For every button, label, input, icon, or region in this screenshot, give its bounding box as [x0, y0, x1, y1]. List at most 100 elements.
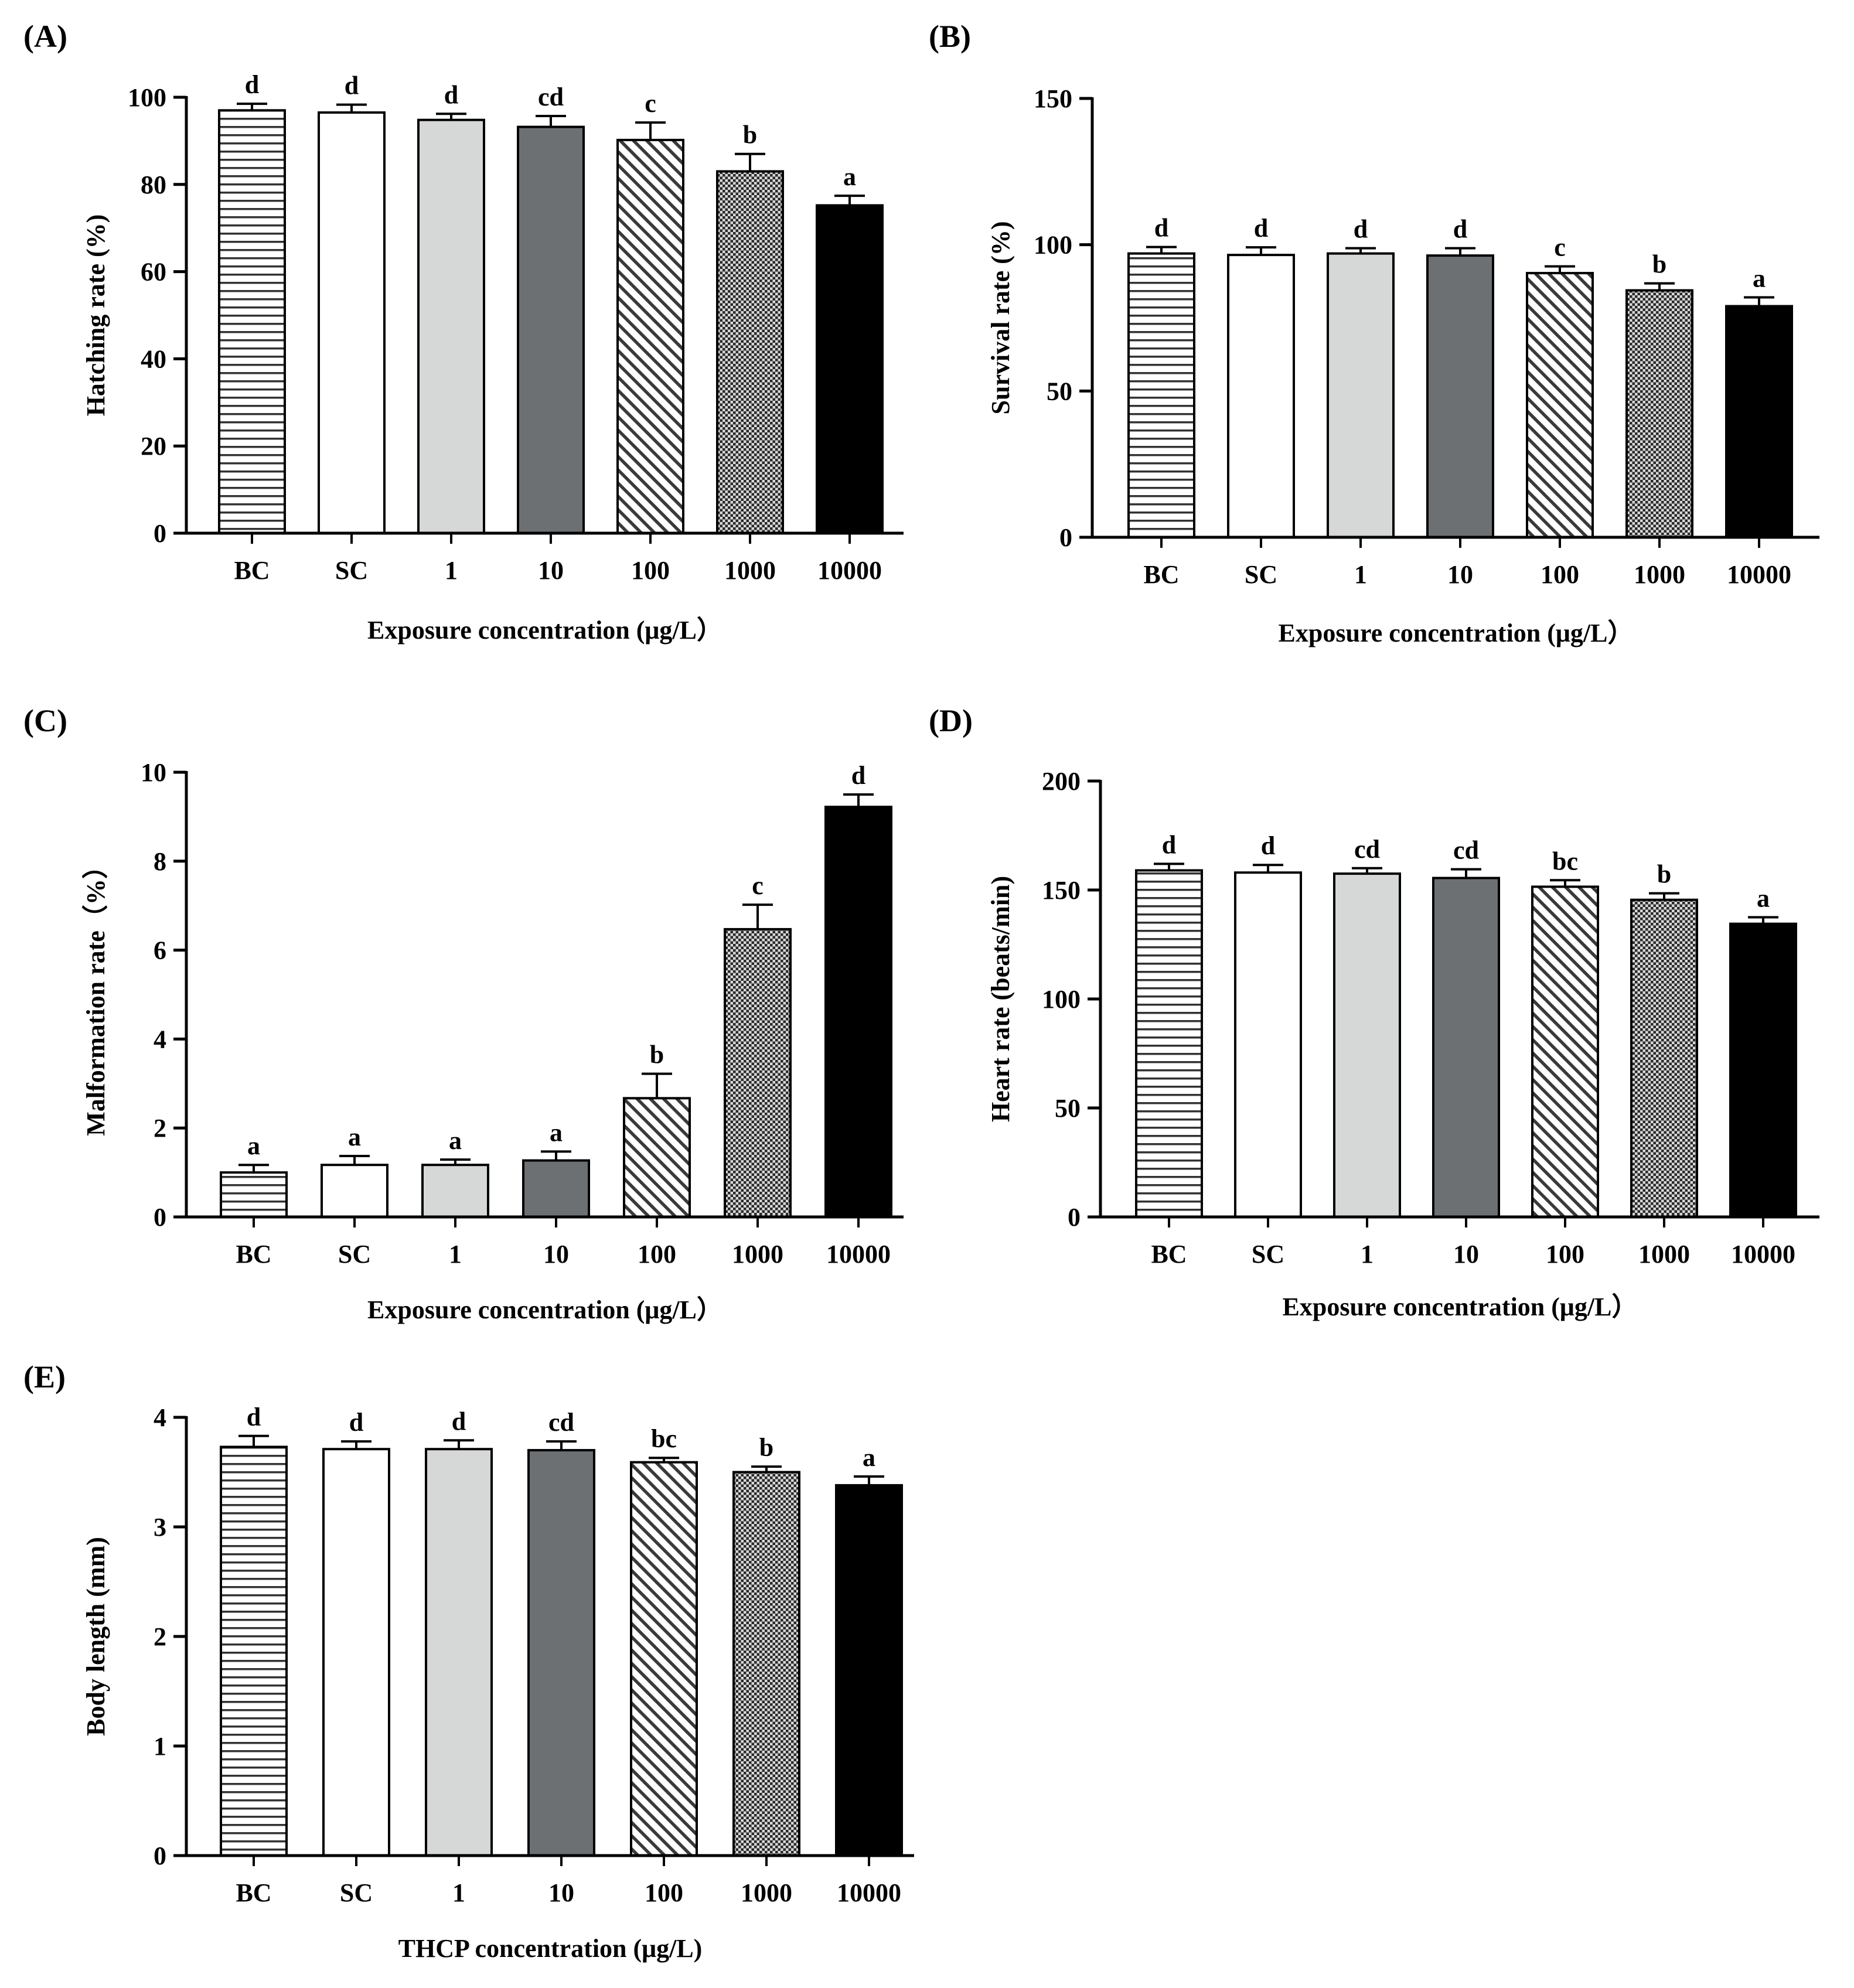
significance-label: cd [538, 83, 564, 111]
y-tick-label: 3 [154, 1513, 166, 1542]
y-tick-label: 150 [1042, 876, 1081, 905]
bar [732, 1471, 800, 1857]
x-tick-label: 100 [631, 556, 670, 585]
bar [321, 1164, 388, 1219]
panel-2: (C) a BC a SC a 1 a 10 b 100 c 1000 d 10000 0 2 4 6 8 10 Malf… [23, 703, 904, 1324]
significance-label: d [1354, 215, 1368, 244]
x-axis-title: Exposure concentration (μg/L） [367, 1295, 722, 1324]
x-tick-label: 1 [1354, 560, 1367, 589]
x-tick-label: SC [1245, 560, 1277, 589]
significance-label: d [1254, 214, 1268, 243]
bar [517, 125, 585, 535]
y-tick-label: 200 [1042, 767, 1081, 796]
y-tick-label: 4 [154, 1025, 166, 1053]
x-tick-label: 1000 [741, 1878, 792, 1907]
bar [1432, 877, 1500, 1219]
bar [220, 1171, 288, 1218]
bar [1531, 885, 1599, 1219]
significance-label: d [1162, 830, 1176, 859]
x-tick-label: SC [335, 556, 368, 585]
bar [218, 109, 286, 534]
bar [1630, 898, 1698, 1218]
x-axis-title: Exposure concentration (μg/L） [1279, 619, 1634, 647]
bar [824, 806, 892, 1218]
significance-label: d [444, 80, 458, 109]
panel-1: (B) d BC d SC d 1 d 10 c 100 b 1000 a 10000 0 50 100 150 Su… [929, 19, 1819, 647]
x-tick-label: 10 [1453, 1240, 1479, 1268]
y-tick-label: 100 [1034, 231, 1072, 260]
significance-label: b [1657, 860, 1671, 889]
y-tick-label: 1 [154, 1732, 166, 1761]
significance-label: d [1154, 214, 1168, 243]
x-tick-label: 1000 [724, 556, 776, 585]
bar [1227, 254, 1295, 538]
bar [724, 927, 792, 1218]
y-tick-label: 0 [154, 519, 166, 548]
bar [716, 170, 784, 535]
x-tick-label: 1 [1361, 1240, 1374, 1268]
significance-label: d [349, 1408, 363, 1437]
x-tick-label: SC [340, 1878, 373, 1907]
significance-label: d [245, 70, 259, 99]
significance-label: d [452, 1407, 466, 1435]
x-tick-label: 100 [645, 1878, 683, 1907]
y-axis-title: Malformation rate（%） [81, 853, 110, 1136]
x-tick-label: 10 [543, 1240, 569, 1268]
significance-label: c [1554, 233, 1566, 262]
y-tick-label: 100 [128, 83, 166, 112]
bar [1127, 252, 1195, 538]
y-tick-label: 50 [1047, 377, 1072, 405]
bar [527, 1449, 595, 1857]
x-tick-label: BC [234, 556, 270, 585]
y-axis-title: Hatching rate (%) [81, 214, 110, 417]
y-tick-label: 10 [141, 758, 166, 787]
significance-label: c [645, 89, 656, 118]
bar [1729, 922, 1797, 1219]
panel-0: (A) d BC d SC d 1 cd 10 c 100 b 1000 a 10000 0 20 40 60 80 1… [23, 19, 904, 645]
x-tick-label: BC [1143, 560, 1179, 589]
significance-label: cd [1453, 836, 1479, 865]
bar [1625, 289, 1693, 538]
panel-letter: (B) [929, 19, 971, 54]
bar [1526, 272, 1594, 538]
y-tick-label: 60 [141, 258, 166, 287]
y-tick-label: 2 [154, 1622, 166, 1651]
y-tick-label: 0 [1068, 1203, 1081, 1232]
y-tick-label: 40 [141, 345, 166, 373]
bar [630, 1461, 698, 1857]
bar [1333, 872, 1401, 1218]
bar [417, 118, 485, 535]
y-tick-label: 0 [154, 1203, 166, 1232]
x-tick-label: 1000 [732, 1240, 783, 1268]
y-tick-label: 0 [1059, 523, 1072, 552]
x-tick-label: 10000 [826, 1240, 891, 1268]
significance-label: bc [651, 1424, 677, 1453]
significance-label: a [843, 162, 856, 191]
bar [425, 1448, 493, 1857]
bar [1725, 305, 1793, 538]
bar [616, 138, 684, 535]
significance-label: b [650, 1041, 664, 1069]
significance-label: b [759, 1433, 773, 1462]
significance-label: a [247, 1131, 260, 1160]
y-tick-label: 6 [154, 936, 166, 965]
y-tick-label: 20 [141, 432, 166, 461]
bar [1327, 252, 1395, 538]
x-tick-label: 10 [1447, 560, 1473, 589]
y-tick-label: 0 [154, 1842, 166, 1870]
panel-letter: (A) [23, 19, 67, 54]
y-axis-title: Body length (mm) [81, 1537, 110, 1736]
bar [421, 1164, 489, 1219]
bar [322, 1448, 390, 1857]
x-tick-label: 10000 [817, 556, 882, 585]
bar [1426, 254, 1494, 538]
y-tick-label: 80 [141, 171, 166, 199]
x-tick-label: 1 [449, 1240, 462, 1268]
x-tick-label: 100 [1541, 560, 1579, 589]
bar [1234, 871, 1302, 1218]
significance-label: a [863, 1443, 875, 1472]
x-tick-label: 10 [538, 556, 564, 585]
y-tick-label: 4 [154, 1403, 166, 1432]
bar [1135, 869, 1203, 1218]
